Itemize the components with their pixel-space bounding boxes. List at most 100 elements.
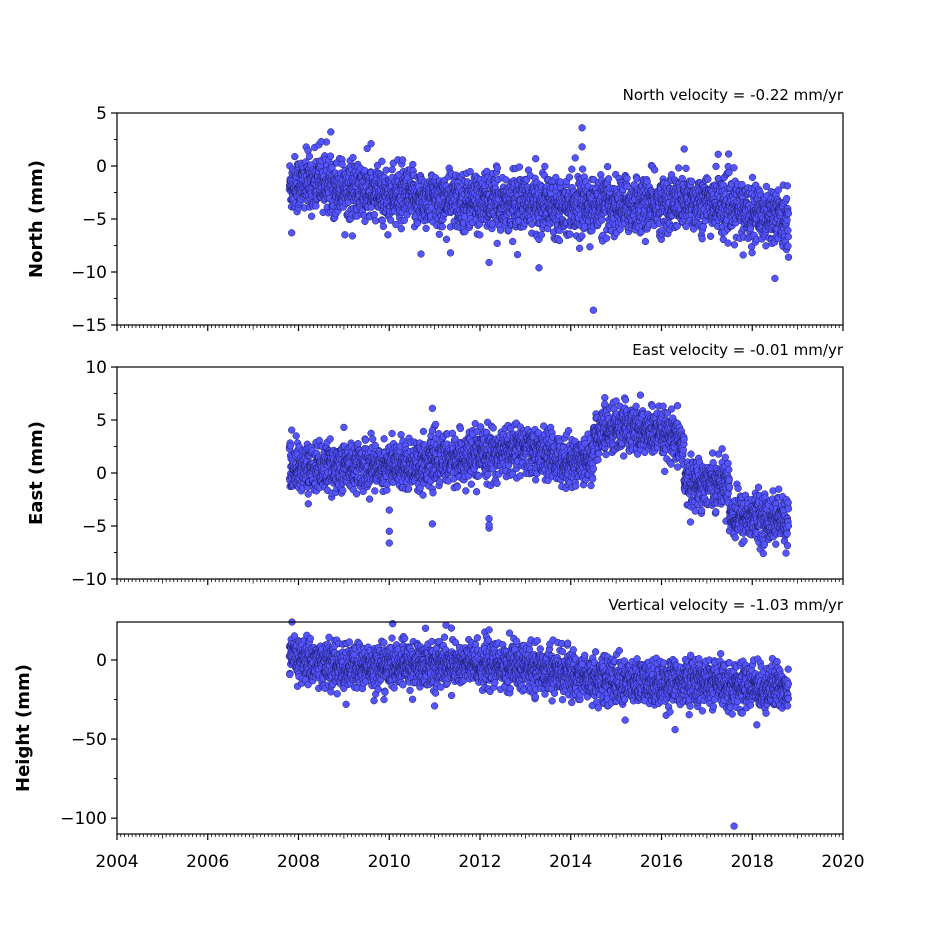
data-point bbox=[409, 160, 417, 169]
data-point bbox=[762, 242, 770, 250]
east-panel: East velocity = -0.01 mm/yr East (mm) 10… bbox=[26, 341, 844, 590]
outlier-point bbox=[535, 264, 543, 272]
data-point bbox=[388, 166, 396, 174]
data-point bbox=[354, 440, 362, 448]
outlier-point bbox=[446, 249, 455, 257]
data-point bbox=[326, 435, 334, 443]
data-point bbox=[537, 231, 546, 239]
data-point bbox=[532, 155, 540, 163]
outlier-point bbox=[784, 253, 793, 261]
data-point bbox=[784, 233, 792, 241]
data-point bbox=[397, 225, 405, 233]
data-point bbox=[436, 478, 444, 486]
data-point bbox=[568, 165, 576, 173]
data-point bbox=[474, 472, 483, 480]
data-point bbox=[467, 480, 475, 488]
data-point bbox=[528, 220, 536, 228]
data-point bbox=[472, 488, 481, 496]
data-point bbox=[397, 431, 405, 439]
data-point bbox=[762, 182, 771, 191]
data-point bbox=[438, 223, 446, 231]
data-point bbox=[413, 219, 422, 227]
data-point bbox=[431, 420, 440, 429]
data-point bbox=[286, 442, 295, 450]
outlier-point bbox=[367, 140, 375, 148]
data-point bbox=[442, 235, 451, 243]
east-velocity-annotation: East velocity = -0.01 mm/yr bbox=[632, 341, 844, 359]
data-point bbox=[493, 164, 501, 172]
data-point bbox=[435, 230, 443, 238]
data-point bbox=[484, 470, 492, 478]
data-point bbox=[748, 249, 756, 257]
data-point bbox=[341, 231, 349, 239]
data-point bbox=[305, 152, 314, 161]
data-point bbox=[422, 224, 430, 233]
data-point bbox=[513, 250, 522, 259]
data-point bbox=[370, 210, 378, 219]
data-point bbox=[466, 167, 474, 176]
north-velocity-annotation: North velocity = -0.22 mm/yr bbox=[623, 86, 844, 104]
data-point bbox=[633, 175, 641, 183]
data-point bbox=[348, 232, 357, 240]
data-point bbox=[291, 152, 299, 161]
data-point bbox=[706, 232, 715, 240]
data-point bbox=[532, 476, 540, 484]
y-tick-label: −5 bbox=[82, 210, 107, 230]
data-point bbox=[509, 237, 517, 246]
data-point bbox=[515, 163, 524, 171]
data-point bbox=[603, 162, 612, 171]
outlier-point bbox=[288, 229, 296, 237]
data-point bbox=[326, 152, 335, 160]
data-point bbox=[429, 489, 437, 497]
data-point bbox=[555, 236, 564, 245]
data-point bbox=[453, 483, 461, 491]
data-point bbox=[650, 166, 659, 174]
data-point bbox=[566, 230, 574, 238]
data-point bbox=[575, 244, 584, 252]
data-point bbox=[571, 154, 579, 162]
outlier-point bbox=[317, 137, 325, 146]
data-point bbox=[784, 209, 793, 218]
data-point bbox=[382, 166, 390, 174]
data-point bbox=[404, 485, 413, 493]
data-point bbox=[365, 495, 374, 503]
outlier-point bbox=[578, 124, 586, 132]
outlier-point bbox=[680, 145, 688, 153]
data-point bbox=[388, 429, 396, 438]
data-point bbox=[288, 426, 296, 434]
data-point bbox=[641, 237, 650, 246]
data-point bbox=[623, 182, 631, 191]
data-point bbox=[581, 223, 589, 231]
north-scatter-points bbox=[285, 124, 793, 314]
data-point bbox=[724, 239, 732, 247]
data-point bbox=[352, 490, 361, 498]
data-point bbox=[682, 164, 690, 172]
data-point bbox=[578, 165, 587, 173]
data-point bbox=[304, 490, 312, 498]
outlier-point bbox=[349, 153, 357, 162]
data-point bbox=[698, 235, 706, 243]
data-point bbox=[493, 479, 501, 487]
data-point bbox=[369, 435, 377, 443]
data-point bbox=[476, 231, 484, 239]
data-point bbox=[623, 174, 631, 182]
east-scatter-points bbox=[285, 391, 793, 558]
data-point bbox=[380, 435, 388, 443]
data-point bbox=[782, 194, 791, 203]
data-point bbox=[419, 491, 427, 499]
data-point bbox=[361, 167, 369, 175]
data-point bbox=[784, 242, 792, 250]
outlier-point bbox=[589, 306, 598, 314]
data-point bbox=[783, 182, 792, 190]
data-point bbox=[602, 234, 611, 242]
data-point bbox=[379, 222, 388, 231]
data-point bbox=[586, 243, 594, 251]
y-tick-label: 5 bbox=[96, 104, 107, 124]
data-point bbox=[730, 164, 738, 172]
data-point bbox=[724, 150, 733, 158]
data-point bbox=[712, 162, 720, 171]
data-point bbox=[738, 180, 746, 189]
data-point bbox=[371, 487, 379, 495]
data-point bbox=[687, 177, 696, 185]
